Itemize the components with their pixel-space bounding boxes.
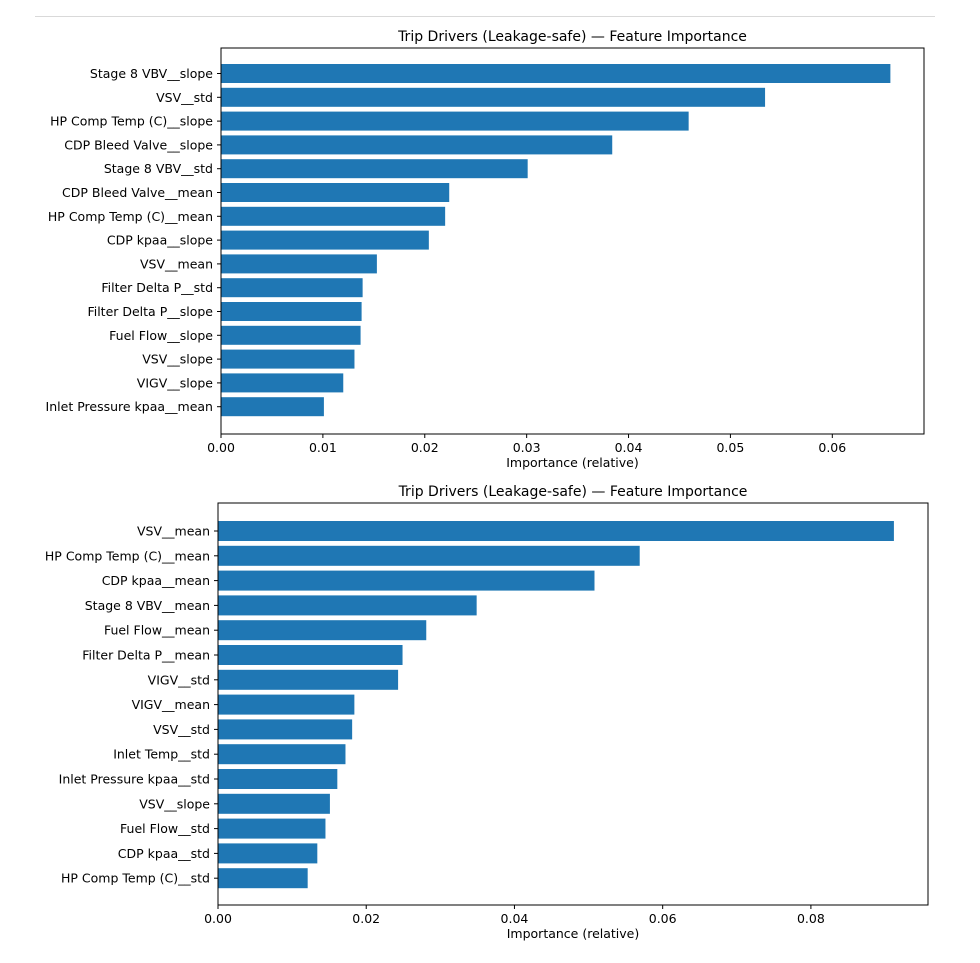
category-label: Fuel Flow__std	[120, 821, 210, 836]
bar-11	[221, 302, 362, 321]
bar-10	[218, 744, 346, 765]
category-label: CDP Bleed Valve__mean	[62, 185, 213, 200]
bar-5	[221, 159, 528, 179]
bar-7	[221, 206, 446, 226]
bar-14	[218, 843, 318, 864]
bar-12	[218, 793, 330, 814]
bar-13	[221, 349, 355, 369]
bar-12	[221, 325, 361, 345]
category-label: VSV__mean	[140, 256, 213, 271]
category-label: VIGV__std	[148, 672, 210, 687]
plot-frame	[220, 47, 925, 435]
feature-importance-chart-1: Trip Drivers (Leakage-safe) — Feature Im…	[46, 29, 925, 470]
category-label: VIGV__slope	[137, 375, 214, 390]
category-label: VSV__slope	[142, 352, 213, 367]
category-label: Filter Delta P__std	[101, 280, 213, 295]
x-tick-label: 0.06	[649, 911, 677, 926]
category-label: Inlet Pressure kpaa__mean	[46, 399, 213, 414]
bar-13	[218, 818, 326, 839]
category-label: CDP kpaa__mean	[102, 573, 210, 588]
category-label: VSV__mean	[137, 524, 210, 539]
bar-15	[221, 397, 324, 417]
category-label: Filter Delta P__slope	[87, 304, 213, 319]
bar-1	[218, 521, 894, 541]
bar-11	[218, 769, 338, 789]
category-label: CDP kpaa__slope	[107, 233, 213, 248]
bar-15	[218, 868, 308, 889]
bar-14	[221, 373, 344, 393]
category-label: Stage 8 VBV__slope	[90, 66, 213, 81]
plot-frame	[217, 502, 929, 906]
category-label: CDP kpaa__std	[118, 846, 210, 861]
bar-8	[218, 694, 355, 715]
category-label: Inlet Pressure kpaa__std	[59, 772, 210, 787]
category-label: HP Comp Temp (C)__slope	[50, 114, 213, 129]
bar-9	[218, 719, 353, 740]
category-label: Fuel Flow__mean	[104, 623, 210, 638]
x-tick-label: 0.03	[513, 440, 541, 455]
bar-2	[221, 87, 766, 107]
category-label: Filter Delta P__mean	[82, 648, 210, 663]
x-tick-label: 0.00	[204, 911, 232, 926]
bar-5	[218, 620, 427, 641]
top-divider	[35, 16, 935, 17]
x-tick-label: 0.04	[615, 440, 643, 455]
bar-1	[221, 64, 891, 83]
x-axis-label: Importance (relative)	[506, 455, 639, 470]
category-label: Stage 8 VBV__std	[104, 161, 213, 176]
bar-8	[221, 230, 429, 250]
category-label: HP Comp Temp (C)__mean	[48, 209, 213, 224]
bar-4	[221, 135, 613, 155]
bar-4	[218, 595, 477, 616]
category-label: Inlet Temp__std	[113, 747, 210, 762]
bar-7	[218, 669, 399, 690]
x-tick-label: 0.05	[716, 440, 744, 455]
category-label: VSV__std	[153, 722, 210, 737]
x-axis-label: Importance (relative)	[507, 926, 640, 941]
category-label: CDP Bleed Valve__slope	[64, 137, 213, 152]
x-tick-label: 0.04	[501, 911, 529, 926]
bar-10	[221, 278, 363, 298]
category-label: HP Comp Temp (C)__std	[61, 871, 210, 886]
category-label: VIGV__mean	[132, 697, 210, 712]
x-tick-label: 0.06	[818, 440, 846, 455]
feature-importance-chart-2: Trip Drivers (Leakage-safe) — Feature Im…	[45, 484, 929, 941]
category-label: VSV__std	[156, 90, 213, 105]
category-label: VSV__slope	[139, 796, 210, 811]
x-tick-label: 0.00	[207, 440, 235, 455]
bar-3	[218, 570, 595, 591]
chart-title: Trip Drivers (Leakage-safe) — Feature Im…	[398, 484, 748, 500]
bar-6	[221, 183, 450, 202]
chart-title: Trip Drivers (Leakage-safe) — Feature Im…	[397, 29, 747, 45]
category-label: HP Comp Temp (C)__mean	[45, 548, 210, 563]
x-tick-label: 0.02	[411, 440, 439, 455]
bar-9	[221, 254, 377, 274]
x-tick-label: 0.08	[797, 911, 825, 926]
x-tick-label: 0.02	[352, 911, 380, 926]
x-tick-label: 0.01	[309, 440, 337, 455]
bar-3	[221, 111, 689, 131]
category-label: Fuel Flow__slope	[109, 328, 213, 343]
bar-6	[218, 645, 403, 665]
category-label: Stage 8 VBV__mean	[85, 598, 210, 613]
bar-2	[218, 545, 640, 566]
